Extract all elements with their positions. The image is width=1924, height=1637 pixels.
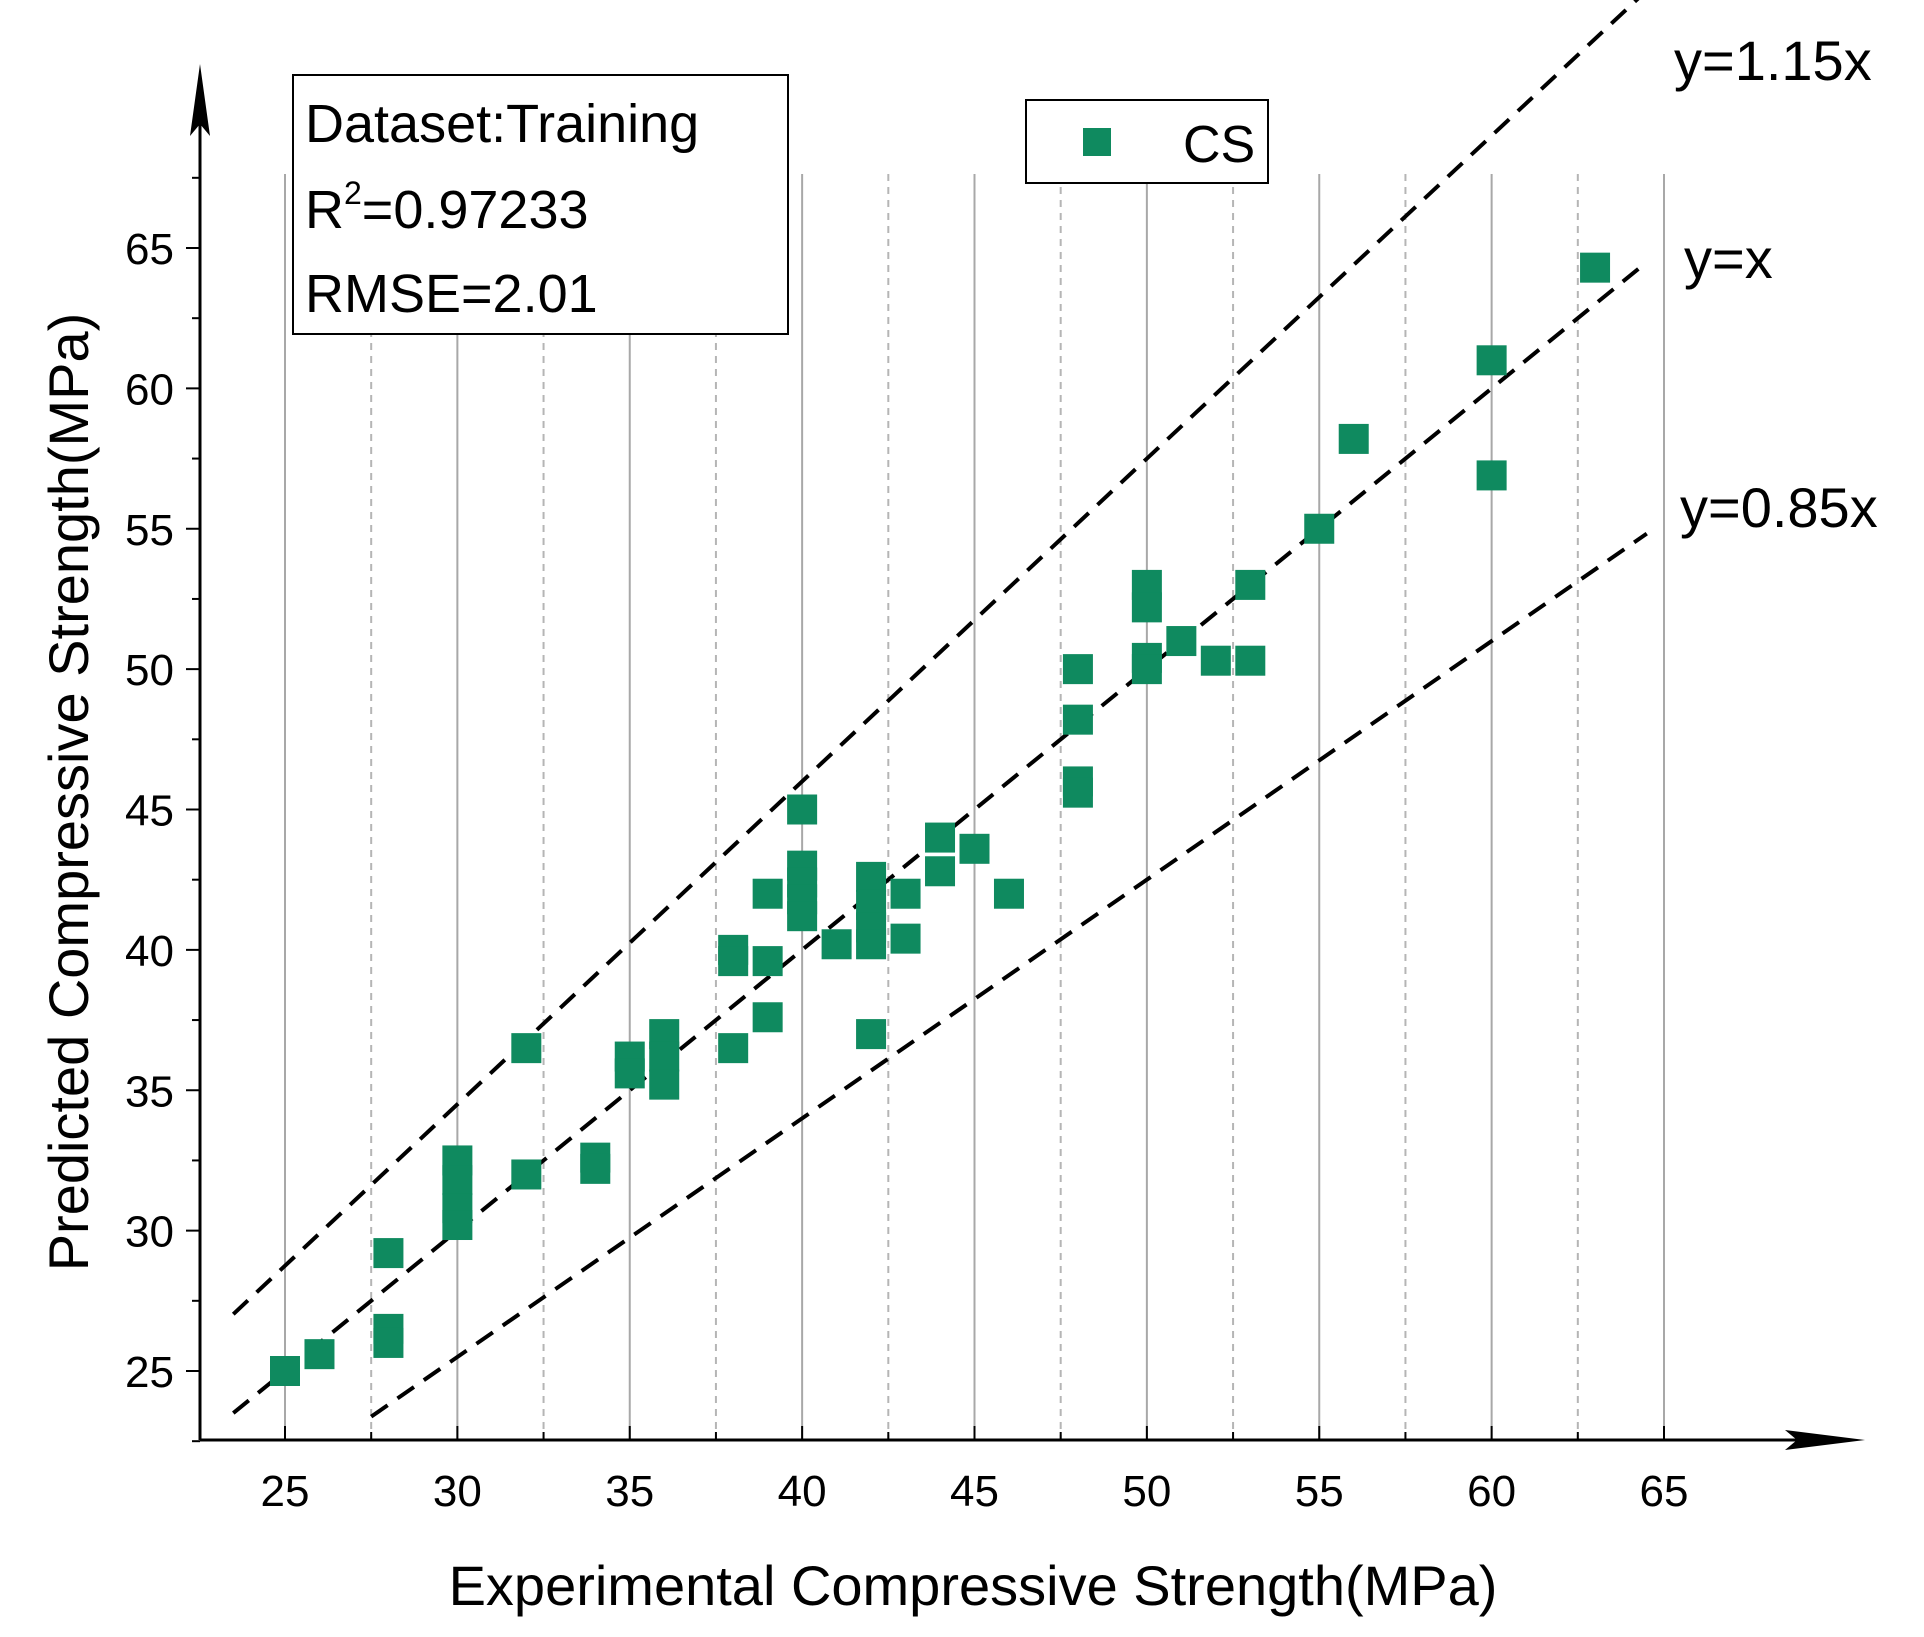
tick-labels: 25 30 35 40 45 50 55 60 65 25 30 35 40 45 50 55 60 65 xyxy=(125,225,1688,1516)
data-point xyxy=(856,861,887,892)
y-tick-label: 65 xyxy=(125,225,174,274)
y-tick-label: 50 xyxy=(125,646,174,695)
data-point xyxy=(993,878,1024,909)
legend: CS xyxy=(1025,99,1269,184)
y-tick-label: 30 xyxy=(125,1208,174,1257)
data-point xyxy=(1131,654,1162,685)
data-point xyxy=(718,1033,749,1064)
stats-r2-value: =0.97233 xyxy=(362,180,589,240)
data-point xyxy=(856,929,887,960)
stats-r2-prefix: R xyxy=(305,180,344,240)
stats-r2: R2=0.97233 xyxy=(305,175,589,240)
data-point xyxy=(373,1327,404,1358)
data-point xyxy=(1131,592,1162,623)
legend-label-cs: CS xyxy=(1183,116,1255,174)
stats-dataset: Dataset:Training xyxy=(305,94,699,154)
ref-label-1x: y=x xyxy=(1684,227,1773,290)
data-point xyxy=(787,901,818,932)
data-point xyxy=(614,1058,645,1089)
data-point xyxy=(890,878,921,909)
y-tick-label: 55 xyxy=(125,506,174,555)
y-tick-label: 40 xyxy=(125,927,174,976)
data-point xyxy=(511,1033,542,1064)
ref-label-1-15x: y=1.15x xyxy=(1674,29,1872,92)
x-tick-label: 35 xyxy=(605,1467,654,1516)
y-tick-label: 60 xyxy=(125,365,174,414)
data-points xyxy=(270,252,1611,1386)
data-point xyxy=(718,946,749,977)
data-point xyxy=(1304,513,1335,544)
data-point xyxy=(1200,645,1231,676)
data-point xyxy=(925,856,956,887)
data-point xyxy=(787,794,818,825)
data-point xyxy=(752,946,783,977)
stats-box: Dataset:Training R2=0.97233 RMSE=2.01 xyxy=(292,74,789,335)
x-tick-label: 60 xyxy=(1467,1467,1516,1516)
stats-box-frame xyxy=(292,74,789,335)
reference-line-labels: y=1.15x y=x y=0.85x xyxy=(1674,29,1878,539)
data-point xyxy=(649,1041,680,1072)
data-point xyxy=(1062,654,1093,685)
data-point xyxy=(959,833,990,864)
stats-rmse: RMSE=2.01 xyxy=(305,264,598,324)
stats-r2-sup: 2 xyxy=(344,175,362,211)
data-point xyxy=(925,822,956,853)
data-point xyxy=(1235,645,1266,676)
x-tick-label: 25 xyxy=(261,1467,310,1516)
y-tick-label: 25 xyxy=(125,1348,174,1397)
data-point xyxy=(442,1210,473,1241)
data-point xyxy=(890,923,921,954)
x-tick-label: 30 xyxy=(433,1467,482,1516)
reference-line-0 xyxy=(231,0,1640,1316)
data-point xyxy=(1580,252,1611,283)
legend-frame xyxy=(1025,99,1269,184)
x-axis-arrow xyxy=(1785,1430,1865,1450)
data-point xyxy=(580,1153,611,1184)
x-tick-label: 65 xyxy=(1640,1467,1689,1516)
data-point xyxy=(373,1238,404,1269)
data-point xyxy=(511,1159,542,1190)
data-point xyxy=(752,1002,783,1033)
data-point xyxy=(270,1356,300,1386)
data-point xyxy=(1062,704,1093,735)
y-tick-label: 35 xyxy=(125,1067,174,1116)
y-axis-label: Predicted Compressive Strength(MPa) xyxy=(37,313,100,1272)
data-point xyxy=(442,1165,473,1196)
data-point xyxy=(821,929,852,960)
data-point xyxy=(1166,626,1197,657)
tick-marks xyxy=(186,176,1665,1443)
data-point xyxy=(1062,777,1093,808)
data-point xyxy=(1235,569,1266,600)
data-point xyxy=(649,1069,680,1100)
reference-line-2 xyxy=(370,532,1648,1419)
data-point xyxy=(1476,460,1507,491)
x-tick-label: 55 xyxy=(1295,1467,1344,1516)
x-tick-label: 50 xyxy=(1122,1467,1171,1516)
data-point xyxy=(752,878,783,909)
gridlines xyxy=(284,174,1665,1440)
x-tick-label: 45 xyxy=(950,1467,999,1516)
y-axis-arrow xyxy=(190,64,210,136)
data-point xyxy=(856,1019,887,1050)
y-tick-label: 45 xyxy=(125,787,174,836)
legend-marker xyxy=(1083,128,1111,156)
data-point xyxy=(304,1339,335,1370)
x-axis-label: Experimental Compressive Strength(MPa) xyxy=(449,1554,1498,1617)
ref-label-0-85x: y=0.85x xyxy=(1680,476,1878,539)
data-point xyxy=(1476,345,1507,376)
x-tick-label: 40 xyxy=(778,1467,827,1516)
data-point xyxy=(1338,423,1369,454)
